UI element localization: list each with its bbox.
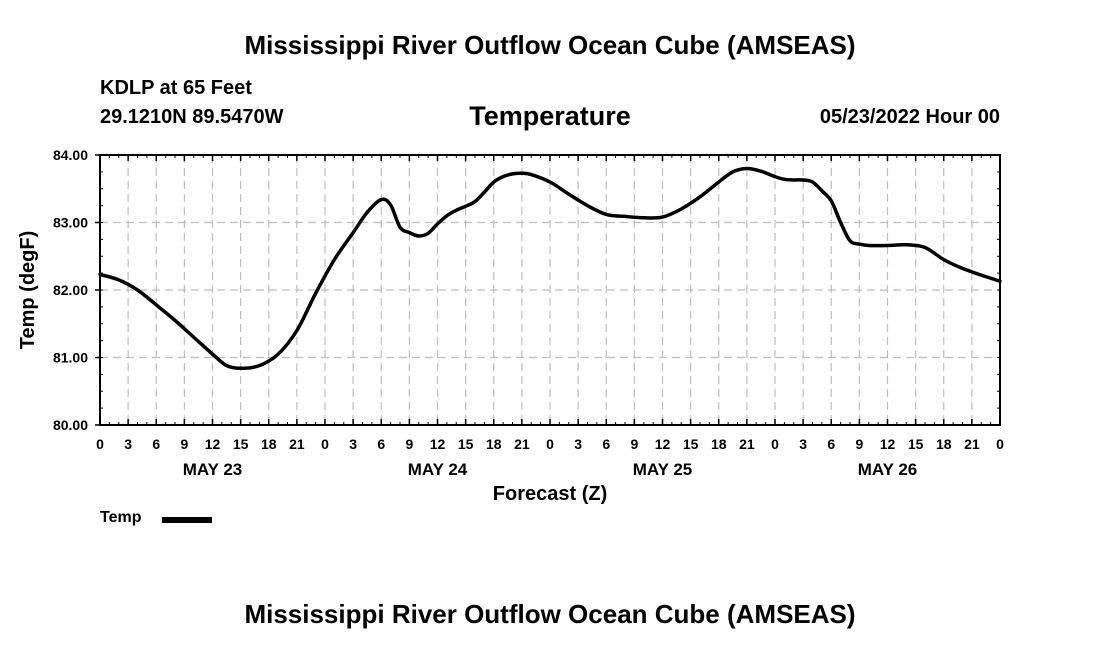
x-tick-label: 0 (321, 436, 329, 452)
x-tick-label: 12 (880, 436, 896, 452)
day-label: MAY 23 (183, 460, 243, 479)
legend-label: Temp (100, 509, 142, 526)
x-tick-label: 9 (855, 436, 863, 452)
x-tick-label: 0 (546, 436, 554, 452)
x-tick-label: 21 (289, 436, 305, 452)
axis-labels: Forecast (Z) Temp (degF) 80.00 81.00 82.00… (17, 147, 1004, 505)
x-tick-label: 12 (655, 436, 671, 452)
x-tick-label: 0 (771, 436, 779, 452)
station-coordinates: 29.1210N 89.5470W (100, 106, 284, 128)
page-title: Mississippi River Outflow Ocean Cube (AM… (244, 30, 856, 60)
x-axis-label: Forecast (Z) (493, 483, 607, 505)
x-tick-label: 6 (377, 436, 385, 452)
x-tick-label: 9 (630, 436, 638, 452)
legend-line-swatch (162, 517, 212, 523)
x-tick-label: 18 (936, 436, 952, 452)
x-tick-label: 18 (261, 436, 277, 452)
x-tick-label: 3 (574, 436, 582, 452)
series (98, 166, 1002, 371)
x-tick-label: 18 (486, 436, 502, 452)
chart-title: Temperature (469, 101, 631, 131)
y-tick-label: 83.00 (53, 215, 88, 231)
y-tick-label: 80.00 (53, 417, 88, 433)
x-tick-label: 21 (514, 436, 530, 452)
day-label: MAY 25 (633, 460, 693, 479)
x-tick-label: 9 (405, 436, 413, 452)
y-tick-label: 81.00 (53, 350, 88, 366)
x-tick-label: 3 (124, 436, 132, 452)
x-tick-label: 21 (739, 436, 755, 452)
x-tick-label: 12 (205, 436, 221, 452)
x-tick-label: 15 (233, 436, 249, 452)
x-tick-label: 3 (349, 436, 357, 452)
x-tick-label: 15 (908, 436, 924, 452)
x-tick-label: 21 (964, 436, 980, 452)
x-tick-label: 15 (683, 436, 699, 452)
footer-title: Mississippi River Outflow Ocean Cube (AM… (244, 599, 856, 629)
run-time: 05/23/2022 Hour 00 (819, 106, 1000, 128)
y-tick-label: 84.00 (53, 147, 88, 163)
x-tick-label: 0 (96, 436, 104, 452)
plot-frame (99, 154, 1001, 426)
temp-series-line (98, 166, 1002, 371)
grid (100, 155, 1000, 425)
x-tick-label: 0 (996, 436, 1004, 452)
x-tick-label: 12 (430, 436, 446, 452)
y-axis-label: Temp (degF) (17, 231, 39, 350)
x-tick-label: 6 (827, 436, 835, 452)
day-label: MAY 24 (408, 460, 468, 479)
x-tick-label: 6 (152, 436, 160, 452)
day-label: MAY 26 (858, 460, 918, 479)
y-tick-label: 82.00 (53, 282, 88, 298)
axes (95, 154, 1001, 426)
x-tick-label: 9 (180, 436, 188, 452)
x-tick-label: 3 (799, 436, 807, 452)
x-tick-label: 15 (458, 436, 474, 452)
x-tick-label: 18 (711, 436, 727, 452)
x-tick-label: 6 (602, 436, 610, 452)
station-label: KDLP at 65 Feet (100, 77, 252, 99)
